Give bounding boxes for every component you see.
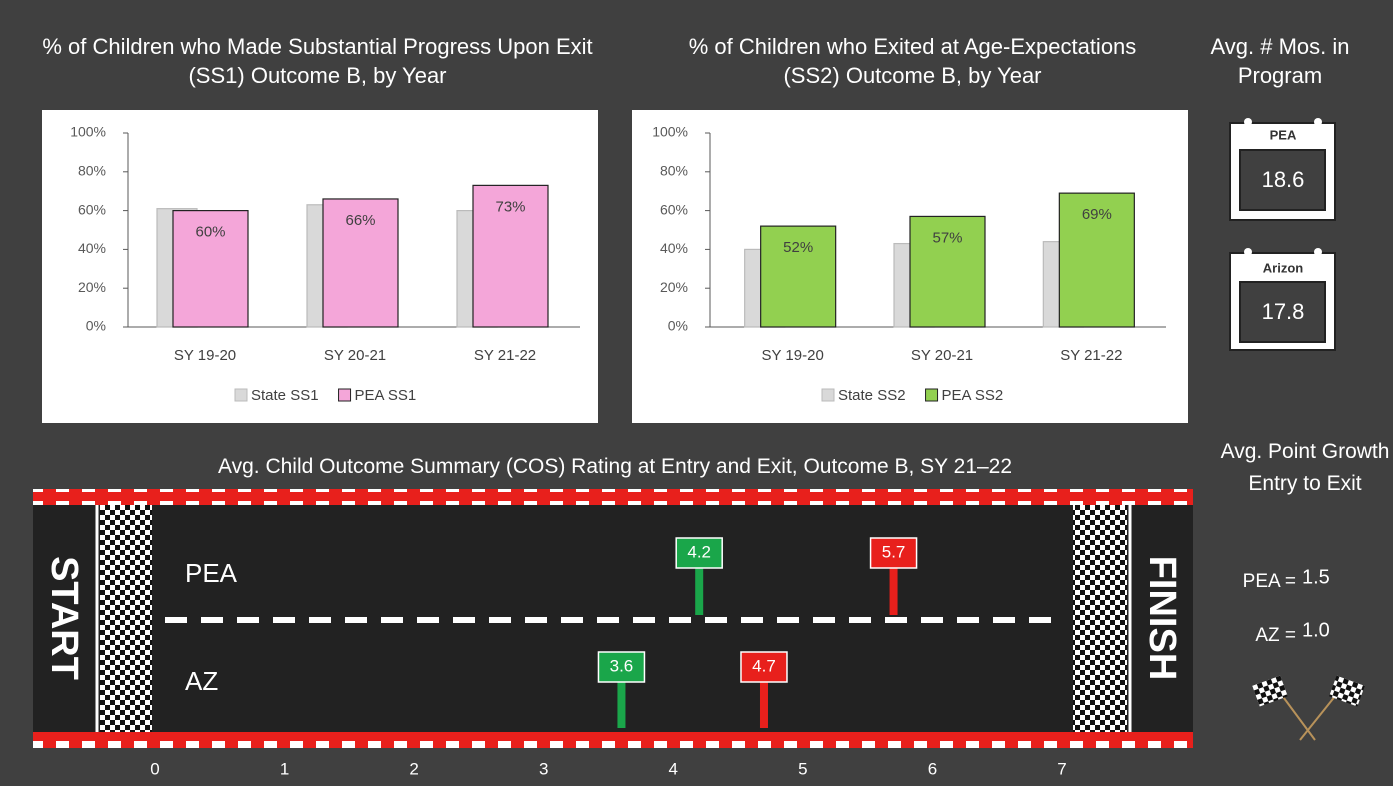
legend-label: State SS2 — [838, 387, 906, 404]
bar — [909, 215, 986, 328]
value-label: 66% — [345, 212, 375, 229]
flag-pole — [695, 566, 704, 615]
value-label: 52% — [783, 239, 813, 256]
value-label: 60% — [195, 224, 225, 241]
growth-value: 1.0 — [1302, 619, 1330, 641]
flag-pole — [759, 680, 768, 728]
card-label: PEA — [1270, 127, 1297, 142]
bar — [322, 198, 399, 328]
finish-label: FINISH — [1141, 556, 1183, 681]
y-tick-label: 40% — [660, 240, 688, 256]
flag-sign — [869, 537, 918, 569]
flag-value: 5.7 — [882, 542, 906, 561]
x-tick-label: SY 20-21 — [324, 347, 386, 364]
start-label: START — [43, 556, 85, 680]
y-tick-label: 40% — [78, 240, 106, 256]
x-tick-label: 7 — [1057, 759, 1066, 778]
x-tick-label: 3 — [539, 759, 548, 778]
card-value: 17.8 — [1262, 299, 1305, 324]
card-label: Arizon — [1263, 260, 1304, 275]
row-label: PEA — [185, 558, 238, 588]
bar — [760, 225, 837, 328]
growth-label: PEA = — [1243, 571, 1296, 592]
row-label: AZ — [185, 666, 218, 696]
checkered-flags-icon — [1252, 675, 1365, 741]
x-tick-label: SY 19-20 — [762, 347, 824, 364]
x-tick-label: 2 — [409, 759, 418, 778]
bar — [472, 184, 549, 328]
panel-title: Avg. # Mos. in Program — [1210, 34, 1350, 88]
value-label: 57% — [932, 229, 962, 246]
legend-label: State SS1 — [251, 387, 319, 404]
x-tick-label: 1 — [280, 759, 289, 778]
y-tick-label: 20% — [660, 279, 688, 295]
y-tick-label: 80% — [78, 163, 106, 179]
growth-value: 1.5 — [1302, 566, 1330, 588]
y-tick-label: 60% — [78, 201, 106, 217]
flag-pole — [889, 566, 898, 615]
legend-label: PEA SS1 — [355, 387, 417, 404]
bar — [172, 210, 249, 328]
track-border — [33, 489, 1193, 505]
panel-title: Avg. Point Growth Entry to Exit — [1220, 440, 1390, 495]
flag-sign — [597, 651, 646, 683]
flag-sign — [740, 651, 788, 683]
chart-title: Avg. Child Outcome Summary (COS) Rating … — [217, 455, 1013, 478]
legend-swatch — [821, 388, 835, 402]
y-tick-label: 60% — [660, 201, 688, 217]
value-label: 73% — [495, 198, 525, 215]
chart-title: % of Children who Exited at Age-Expectat… — [688, 34, 1137, 88]
flag-sign — [675, 537, 723, 569]
y-tick-label: 80% — [660, 163, 688, 179]
card-value: 18.6 — [1262, 167, 1305, 192]
legend-swatch — [234, 388, 248, 402]
value-label: 69% — [1082, 206, 1112, 223]
legend-swatch — [925, 388, 939, 402]
month-card: PEA 18.6 — [1229, 118, 1336, 221]
finish-checker — [1073, 505, 1127, 732]
chart-title: % of Children who Made Substantial Progr… — [42, 34, 593, 88]
x-tick-label: 0 — [150, 759, 159, 778]
legend-swatch — [338, 388, 352, 402]
x-tick-label: SY 21-22 — [474, 347, 536, 364]
flag-value: 4.2 — [687, 542, 711, 561]
y-tick-label: 20% — [78, 279, 106, 295]
flag-pole — [617, 680, 626, 728]
x-tick-label: SY 20-21 — [911, 347, 973, 364]
x-tick-label: SY 19-20 — [174, 347, 236, 364]
bar — [1058, 192, 1135, 328]
y-tick-label: 0% — [668, 318, 688, 334]
x-tick-label: 4 — [669, 759, 678, 778]
track-border — [33, 732, 1193, 748]
y-tick-label: 100% — [70, 124, 106, 140]
flag-value: 3.6 — [610, 656, 634, 675]
month-card: Arizon 17.8 — [1229, 248, 1336, 351]
x-tick-label: 6 — [928, 759, 937, 778]
start-checker — [100, 505, 152, 732]
growth-label: AZ = — [1255, 625, 1296, 646]
x-tick-label: 5 — [798, 759, 807, 778]
legend-label: PEA SS2 — [942, 387, 1004, 404]
y-tick-label: 0% — [86, 318, 106, 334]
y-tick-label: 100% — [652, 124, 688, 140]
x-tick-label: SY 21-22 — [1060, 347, 1122, 364]
flag-value: 4.7 — [752, 656, 776, 675]
